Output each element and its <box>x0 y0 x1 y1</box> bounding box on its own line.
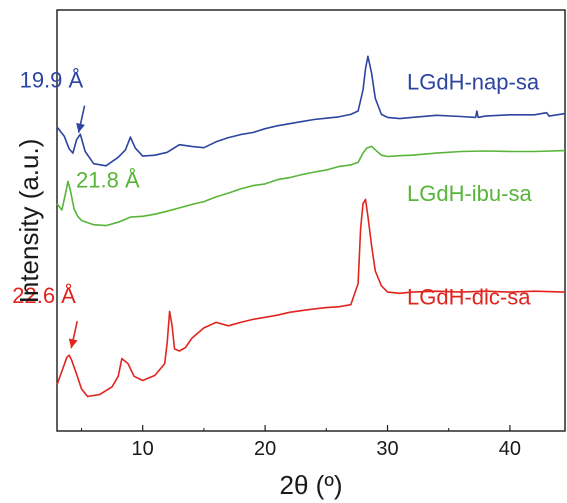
x-tick-label: 20 <box>254 438 276 460</box>
series-line-1 <box>56 145 566 227</box>
series-label-0: LGdH-nap-sa <box>407 70 540 95</box>
series-labels: LGdH-nap-sa LGdH-ibu-sa LGdH-dic-sa <box>407 70 540 310</box>
peak-arrowhead-0 <box>76 122 85 133</box>
y-axis-title: Intensity (a.u.) <box>14 139 44 304</box>
series-line-2 <box>56 198 566 398</box>
series-layer <box>56 55 566 398</box>
x-tick-label: 30 <box>376 438 398 460</box>
series-label-2: LGdH-dic-sa <box>407 284 531 309</box>
peak-annotations: 19.9 Å 21.8 Å 22.6 Å <box>12 68 140 349</box>
peak-label-1: 21.8 Å <box>76 167 140 192</box>
peak-label-0: 19.9 Å <box>20 68 84 93</box>
series-line-0 <box>56 55 566 167</box>
x-tick-label: 10 <box>132 438 154 460</box>
series-label-1: LGdH-ibu-sa <box>407 181 532 206</box>
x-ticks: 10 20 30 40 <box>80 425 521 460</box>
peak-label-2: 22.6 Å <box>12 283 76 308</box>
x-tick-label: 40 <box>499 438 521 460</box>
x-axis-title: 2θ (º) <box>280 470 343 500</box>
plot-frame <box>56 9 566 432</box>
peak-arrowhead-2 <box>68 338 78 349</box>
